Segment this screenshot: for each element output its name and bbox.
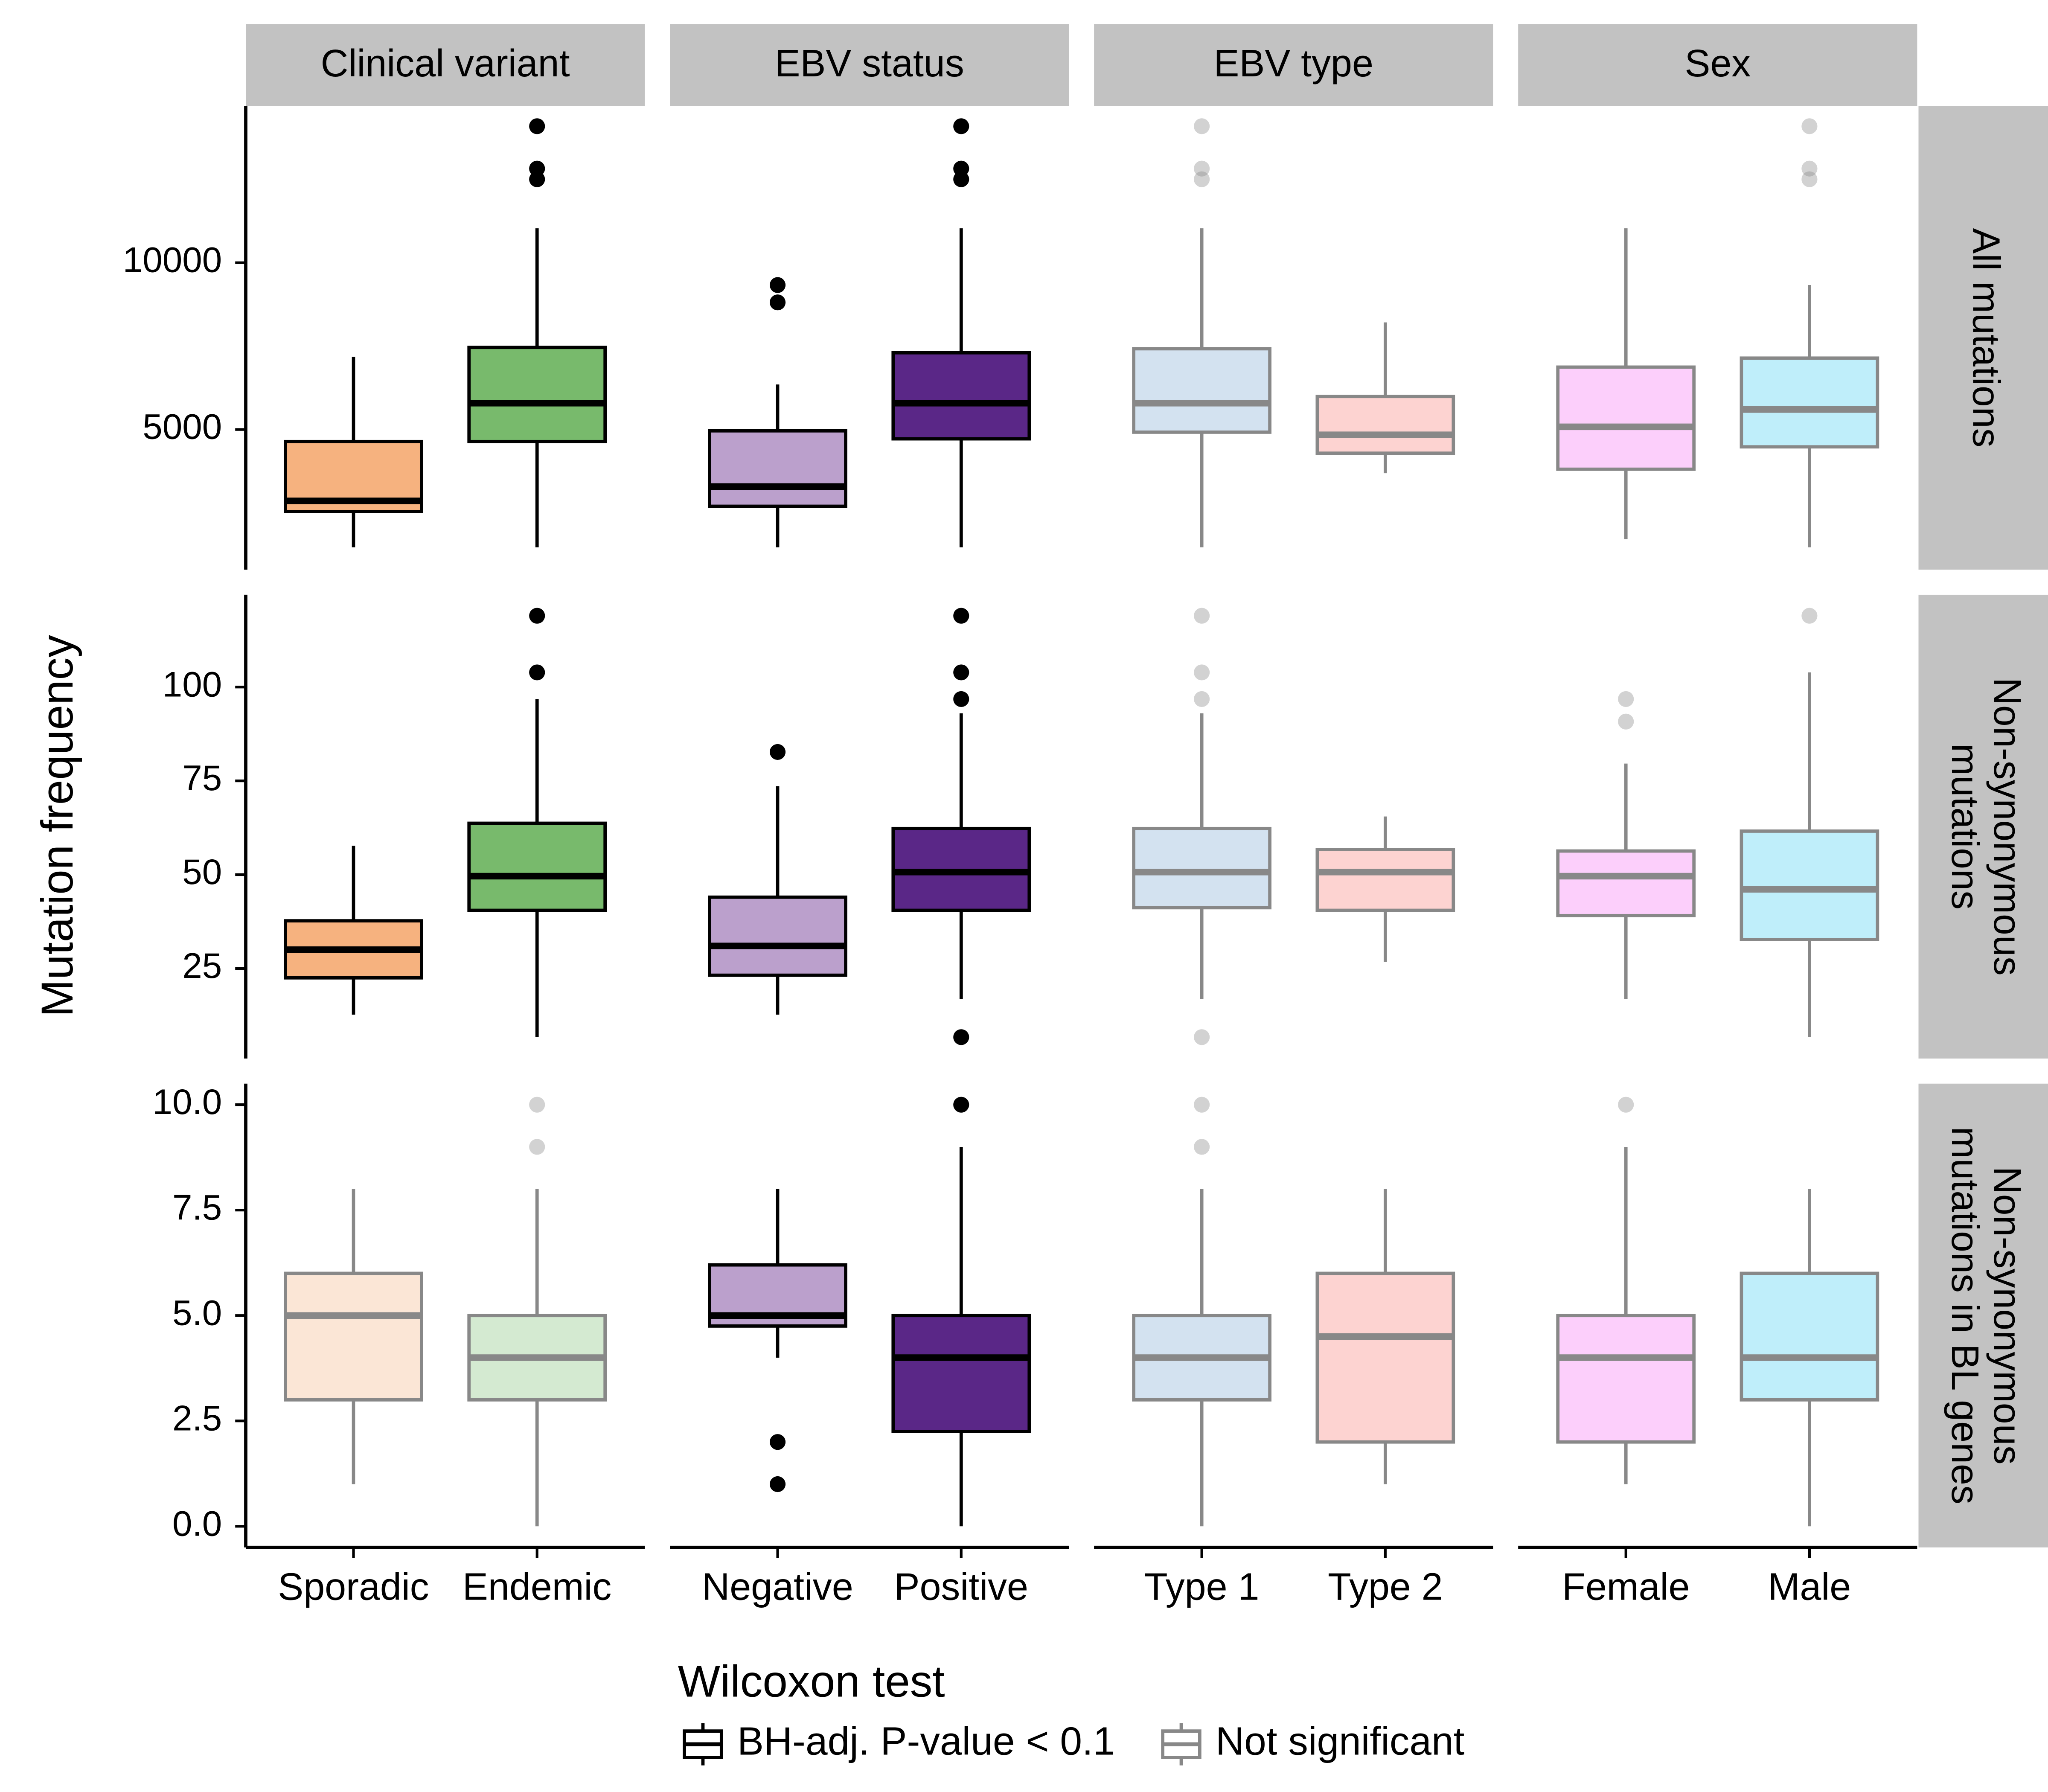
outlier [1801, 608, 1818, 624]
box [1556, 849, 1696, 917]
y-tick-label: 25 [182, 945, 222, 986]
x-tick-label: Type 2 [1328, 1566, 1443, 1609]
outlier [953, 608, 969, 624]
legend-title: Wilcoxon test [678, 1657, 945, 1707]
outlier [769, 277, 786, 293]
outlier [529, 171, 545, 187]
outlier [1618, 713, 1634, 730]
y-tick-label: 50 [182, 852, 222, 892]
box [708, 895, 847, 977]
x-tick-label: Sporadic [278, 1566, 429, 1609]
x-tick-label: Type 1 [1144, 1566, 1260, 1609]
outlier [1194, 118, 1210, 134]
legend-label: Not significant [1216, 1719, 1465, 1763]
x-tick-label: Endemic [463, 1566, 611, 1609]
facet-label: All mutations [1965, 228, 2007, 448]
outlier [1801, 118, 1818, 134]
outlier [1618, 1097, 1634, 1113]
facet-label: Sex [1684, 42, 1751, 85]
facet-strip [1918, 594, 2048, 1059]
box [708, 429, 847, 508]
box [1740, 356, 1879, 449]
outlier [1801, 160, 1818, 177]
facet-label: EBV type [1214, 42, 1373, 85]
outlier [953, 1097, 969, 1113]
facet-label: EBV status [775, 42, 964, 85]
box [1740, 1271, 1879, 1402]
facet-label: Clinical variant [321, 42, 570, 85]
y-tick-label: 100 [163, 664, 222, 704]
y-tick-label: 5000 [143, 407, 222, 447]
box [1556, 1314, 1696, 1444]
box [1315, 1271, 1455, 1444]
facet-strip [246, 24, 645, 106]
x-tick-label: Male [1768, 1566, 1851, 1609]
x-tick-label: Negative [702, 1566, 853, 1609]
x-tick-label: Positive [894, 1566, 1028, 1609]
y-axis-title: Mutation frequency [32, 635, 82, 1017]
outlier [529, 608, 545, 624]
outlier [769, 294, 786, 311]
box [1315, 395, 1455, 455]
outlier [1194, 171, 1210, 187]
y-tick-label: 10000 [123, 240, 222, 280]
facet-strip [670, 24, 1069, 106]
outlier [1194, 160, 1210, 177]
y-tick-label: 7.5 [172, 1187, 222, 1227]
box [1132, 347, 1271, 434]
box [1556, 365, 1696, 471]
outlier [769, 1434, 786, 1450]
outlier [529, 664, 545, 681]
outlier [1618, 691, 1634, 707]
y-tick-label: 10.0 [153, 1082, 222, 1122]
facet-strip [1918, 106, 2048, 570]
box [467, 346, 607, 443]
facet-label: Non-synonymous [1986, 678, 2028, 976]
outlier [769, 744, 786, 760]
outlier [953, 664, 969, 681]
box [891, 351, 1031, 441]
outlier [1194, 1097, 1210, 1113]
y-tick-label: 2.5 [172, 1398, 222, 1438]
legend-label: BH-adj. P-value < 0.1 [737, 1719, 1115, 1763]
box [284, 1271, 423, 1402]
outlier [953, 691, 969, 707]
y-tick-label: 75 [182, 758, 222, 798]
box [1740, 829, 1879, 941]
box [1132, 826, 1271, 910]
outlier [769, 1476, 786, 1492]
outlier [1194, 1029, 1210, 1045]
facet-strip [1518, 24, 1917, 106]
outlier [529, 1139, 545, 1155]
outlier [1194, 691, 1210, 707]
outlier [529, 118, 545, 134]
x-tick-label: Female [1562, 1566, 1690, 1609]
box [467, 821, 607, 912]
facet-label: Non-synonymous [1986, 1167, 2028, 1465]
y-tick-label: 5.0 [172, 1292, 222, 1332]
box [891, 1314, 1031, 1433]
facet-strip [1918, 1083, 2048, 1548]
outlier [529, 1097, 545, 1113]
facet-label: mutations in BL genes [1943, 1127, 1986, 1504]
outlier [1194, 608, 1210, 624]
facet-label: mutations [1943, 744, 1986, 910]
outlier [953, 118, 969, 134]
outlier [953, 1029, 969, 1045]
box [1315, 848, 1455, 912]
outlier [1801, 171, 1818, 187]
outlier [1194, 664, 1210, 681]
y-tick-label: 0.0 [172, 1503, 222, 1543]
outlier [953, 171, 969, 187]
facet-strip [1094, 24, 1493, 106]
outlier [1194, 1139, 1210, 1155]
